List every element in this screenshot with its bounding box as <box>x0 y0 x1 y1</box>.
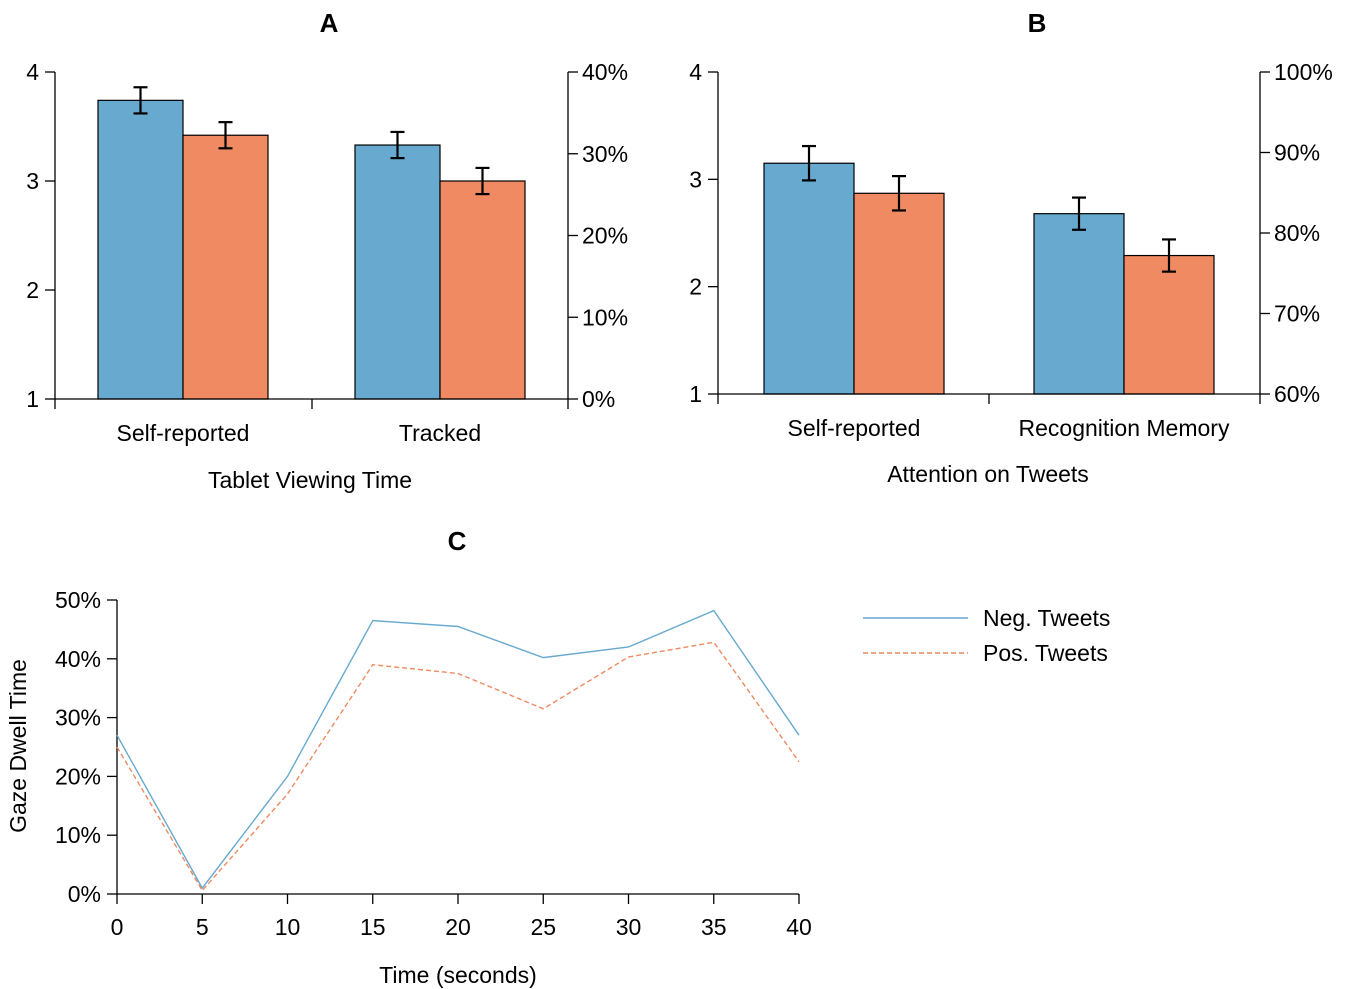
panel-b-bar-0-1 <box>853 192 945 395</box>
panel-c-title: C <box>448 526 467 556</box>
panel-a-right-tick-label-3: 30% <box>582 141 628 167</box>
panel-c-y-tick-label-2: 20% <box>55 763 101 789</box>
panel-a-x-axis-label: Tablet Viewing Time <box>208 467 412 493</box>
panel-a-bar-0-1 <box>182 134 269 400</box>
panel-a-right-tick-label-4: 40% <box>582 59 628 85</box>
panel-c: C Time (seconds) Gaze Dwell Time 0% 10% 20… <box>5 526 1110 988</box>
panel-b-left-tick-label-1: 2 <box>689 274 702 300</box>
panel-c-y-tick-label-4: 40% <box>55 646 101 672</box>
panel-c-y-tick-label-1: 10% <box>55 822 101 848</box>
panel-a-left-tick-label-3: 4 <box>26 59 39 85</box>
panel-c-y-axis-label: Gaze Dwell Time <box>5 659 31 833</box>
panel-a-bar-1-0 <box>354 144 441 400</box>
panel-c-series-line-0 <box>116 609 800 890</box>
panel-a-category-label-1: Tracked <box>399 420 481 446</box>
panel-a-bar-0-0 <box>97 99 184 400</box>
panel-c-x-tick-label-3: 15 <box>360 914 386 940</box>
panel-c-x-tick-label-7: 35 <box>701 914 727 940</box>
panel-c-x-tick-label-8: 40 <box>786 914 812 940</box>
panel-a-category-label-0: Self-reported <box>117 420 250 446</box>
panel-b-left-tick-label-3: 4 <box>689 59 702 85</box>
panel-c-marks: 0% 10% 20% 30% 40% 50% 0 5 10 15 20 25 30 35 40 Neg. Tw… <box>55 587 1110 940</box>
panel-c-legend-label-0: Neg. Tweets <box>983 605 1110 631</box>
panel-c-x-axis-label: Time (seconds) <box>379 962 537 988</box>
panel-c-legend-label-1: Pos. Tweets <box>983 640 1108 666</box>
panel-a-right-tick-label-2: 20% <box>582 223 628 249</box>
panel-b-x-axis-label: Attention on Tweets <box>887 461 1089 487</box>
panel-a-bar-1-1 <box>439 180 526 400</box>
panel-a-left-tick-label-2: 3 <box>26 168 39 194</box>
panel-a-title: A <box>320 8 339 38</box>
panel-b-marks: 1 2 3 4 60% 70% 80% 90% 100% Self-reported Recogni… <box>689 59 1333 441</box>
panel-b-right-tick-label-2: 80% <box>1274 220 1320 246</box>
panel-b-category-label-0: Self-reported <box>788 415 921 441</box>
panel-b-bar-1-0 <box>1033 213 1125 395</box>
panel-b-bar-0-0 <box>763 162 855 395</box>
panel-c-x-tick-label-4: 20 <box>445 914 471 940</box>
panel-b-right-tick-label-0: 60% <box>1274 381 1320 407</box>
panel-b-right-tick-label-3: 90% <box>1274 140 1320 166</box>
panel-c-series-line-1 <box>116 641 800 892</box>
panel-b-left-tick-label-2: 3 <box>689 166 702 192</box>
panel-c-x-tick-label-1: 5 <box>196 914 209 940</box>
panel-a-right-tick-label-1: 10% <box>582 304 628 330</box>
panel-c-y-tick-label-3: 30% <box>55 705 101 731</box>
panel-b: B Attention on Tweets 1 2 3 4 60% 70% 80% 90% 10… <box>689 8 1333 487</box>
panel-b-left-tick-label-0: 1 <box>689 381 702 407</box>
panel-c-x-tick-label-0: 0 <box>111 914 124 940</box>
panel-b-right-tick-label-4: 100% <box>1274 59 1333 85</box>
panel-a-left-tick-label-1: 2 <box>26 277 39 303</box>
panel-b-right-tick-label-1: 70% <box>1274 301 1320 327</box>
panel-c-x-tick-label-2: 10 <box>275 914 301 940</box>
panel-c-x-tick-label-5: 25 <box>530 914 556 940</box>
panel-c-y-tick-label-5: 50% <box>55 587 101 613</box>
panel-c-y-tick-label-0: 0% <box>68 881 101 907</box>
panel-b-category-label-1: Recognition Memory <box>1019 415 1230 441</box>
panel-a-left-tick-label-0: 1 <box>26 386 39 412</box>
panel-b-title: B <box>1028 8 1047 38</box>
panel-a-right-tick-label-0: 0% <box>582 386 615 412</box>
panel-a: A Tablet Viewing Time 12340%10%20%30%40%… <box>26 8 628 493</box>
panel-b-bar-1-1 <box>1123 254 1215 395</box>
panel-c-x-tick-label-6: 30 <box>616 914 642 940</box>
